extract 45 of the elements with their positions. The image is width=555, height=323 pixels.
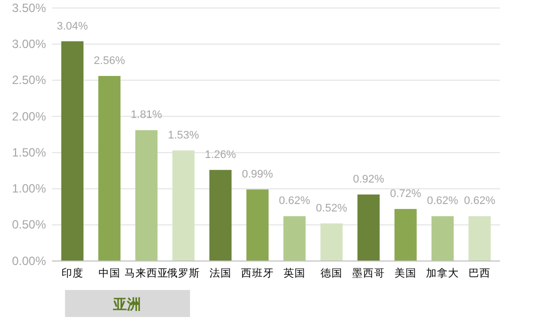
data-label: 0.72% bbox=[390, 188, 422, 200]
bar bbox=[135, 130, 158, 261]
x-tick-label: 加拿大 bbox=[426, 266, 460, 280]
bar bbox=[98, 76, 120, 261]
data-label: 2.56% bbox=[94, 54, 126, 67]
bar bbox=[172, 150, 195, 261]
data-label: 1.81% bbox=[130, 109, 162, 122]
y-tick-label: 3.50% bbox=[12, 0, 46, 15]
x-tick-label: 美国 bbox=[394, 266, 417, 280]
bar bbox=[61, 41, 84, 261]
bar bbox=[283, 216, 306, 261]
bar bbox=[320, 223, 343, 261]
data-label: 0.92% bbox=[352, 173, 384, 186]
data-label: 1.53% bbox=[168, 129, 200, 142]
x-tick-label: 中国 bbox=[98, 266, 120, 280]
x-tick-label: 巴西 bbox=[468, 267, 491, 280]
x-tick-label: 法国 bbox=[209, 266, 232, 280]
bar bbox=[357, 194, 380, 261]
x-tick-label: 马来西亚 bbox=[124, 266, 168, 280]
text: 亚洲 bbox=[112, 296, 141, 312]
bar bbox=[468, 216, 491, 261]
x-tick-label: 印度 bbox=[61, 266, 84, 280]
x-tick-label: 德国 bbox=[320, 267, 343, 280]
bar bbox=[432, 216, 454, 261]
data-label: 0.52% bbox=[316, 202, 348, 214]
x-tick-label: 俄罗斯 bbox=[166, 266, 200, 280]
y-tick-label: 2.50% bbox=[12, 73, 46, 88]
y-tick-label: 0.00% bbox=[12, 254, 46, 268]
x-tick-label: 墨西哥 bbox=[352, 267, 386, 280]
data-label: 0.62% bbox=[278, 195, 310, 208]
bar bbox=[246, 189, 269, 261]
x-tick-label: 西班牙 bbox=[240, 266, 274, 280]
data-label: 0.62% bbox=[427, 195, 458, 208]
data-label: 1.26% bbox=[204, 148, 236, 161]
bar bbox=[209, 170, 232, 261]
x-tick-label: 英国 bbox=[284, 266, 306, 280]
y-tick-label: 1.50% bbox=[12, 145, 46, 160]
bar bbox=[394, 208, 417, 261]
data-label: 0.99% bbox=[242, 168, 274, 180]
y-tick-label: 0.50% bbox=[12, 218, 46, 232]
data-label: 3.04% bbox=[56, 20, 88, 32]
y-tick-label: 2.00% bbox=[12, 109, 46, 124]
y-tick-label: 3.00% bbox=[12, 36, 46, 51]
y-tick-label: 1.00% bbox=[12, 182, 46, 196]
data-label: 0.62% bbox=[464, 195, 496, 208]
